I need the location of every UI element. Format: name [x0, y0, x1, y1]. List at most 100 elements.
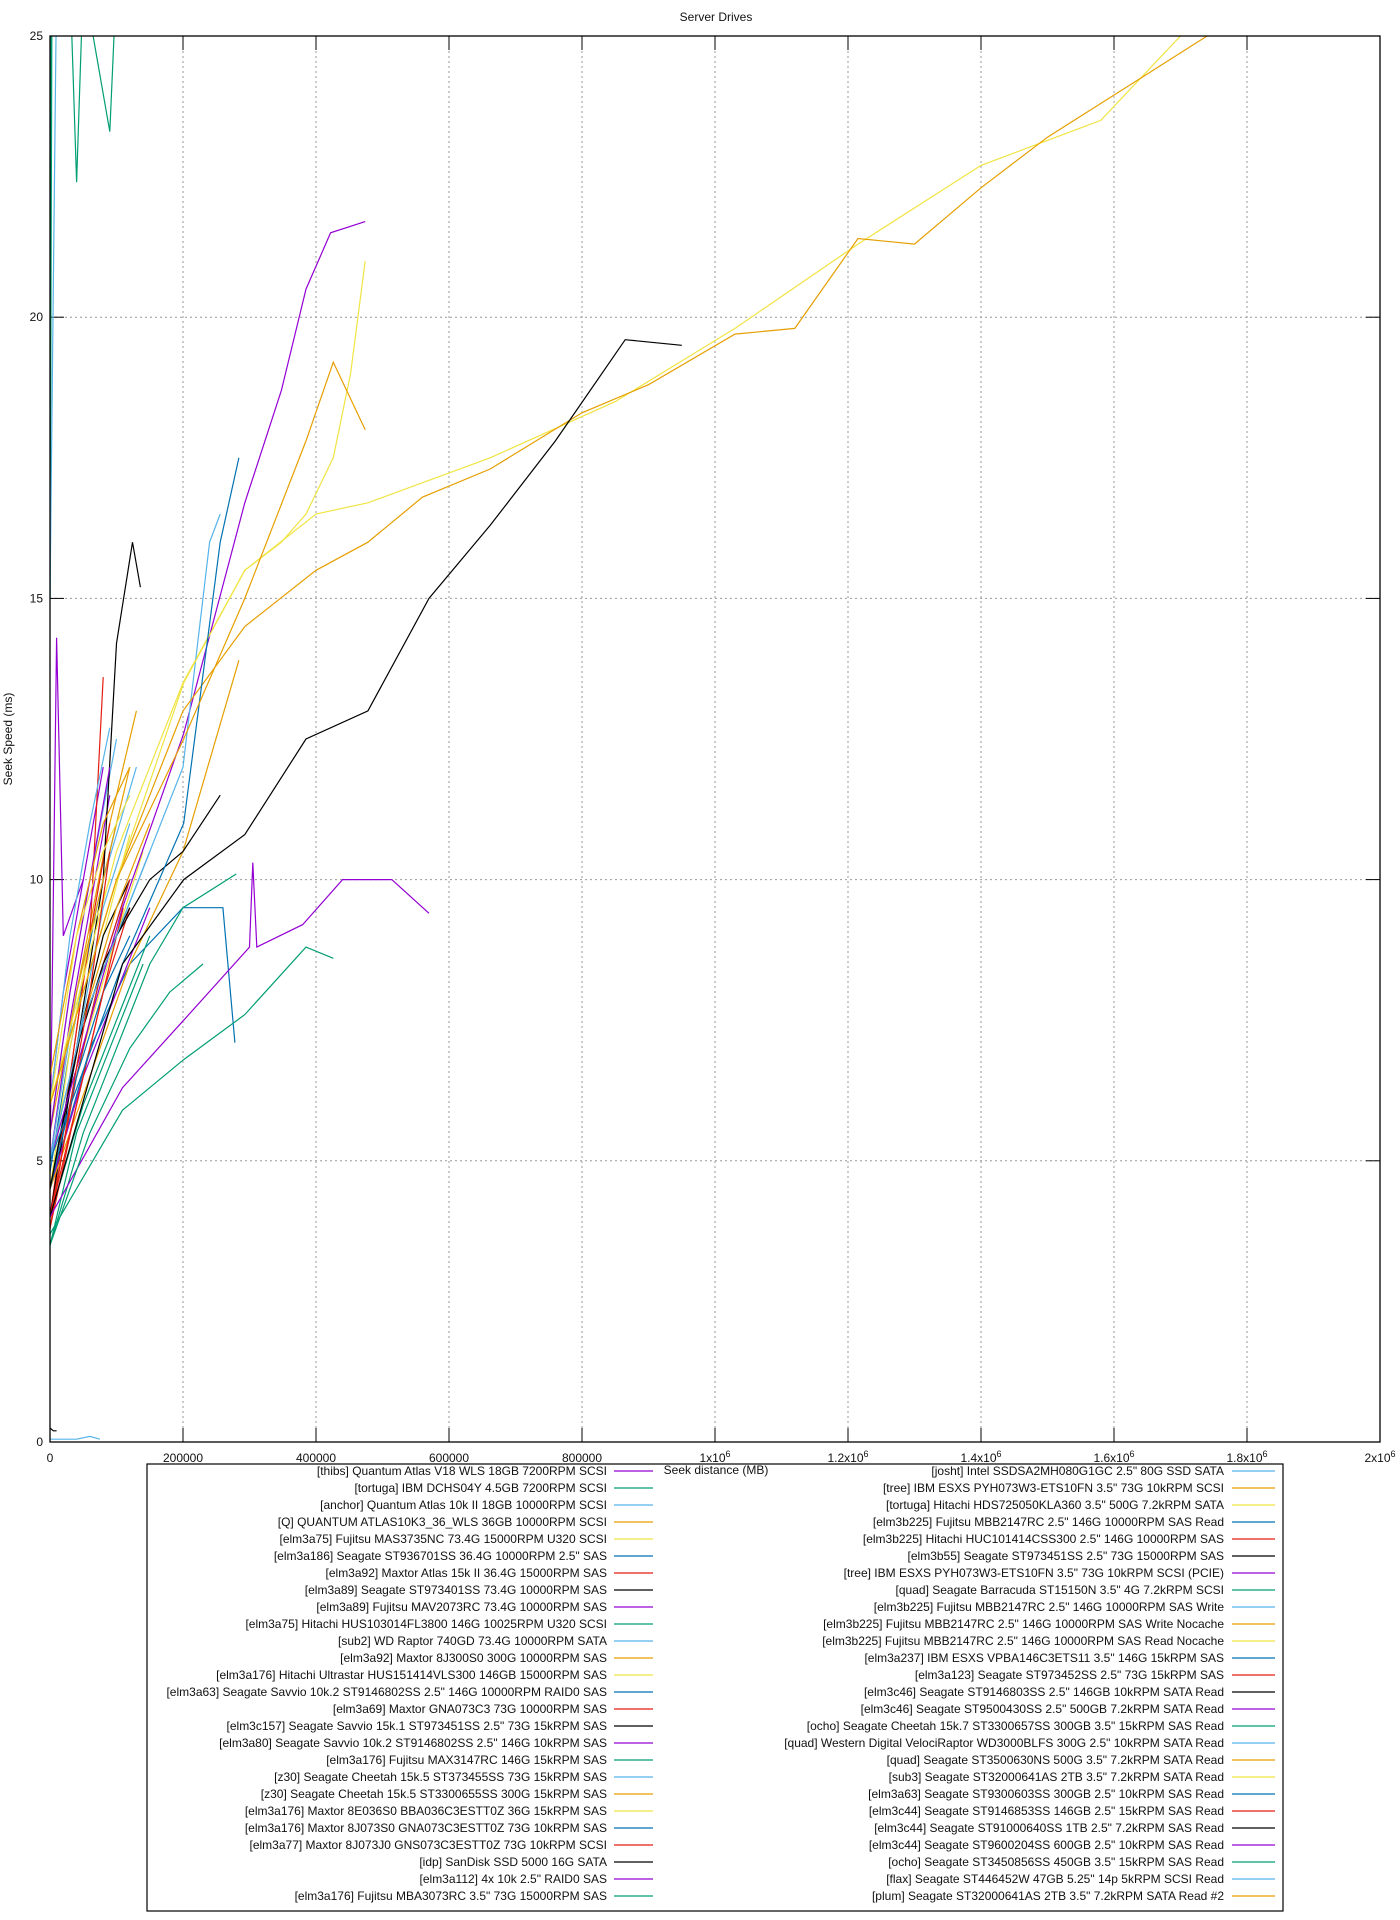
series-line: [50, 794, 131, 1105]
series-line: [50, 513, 221, 1161]
legend-entry-label: [elm3a176] Fujitsu MAX3147RC 146G 15kRPM…: [326, 1753, 607, 1767]
legend-entry-label: [tree] IBM ESXS PYH073W3-ETS10FN 3.5" 73…: [883, 1481, 1224, 1495]
legend-entry-label: [elm3b225] Fujitsu MBB2147RC 2.5" 146G 1…: [873, 1515, 1224, 1529]
legend-entry-label: [elm3c44] Seagate ST9146853SS 146GB 2.5"…: [869, 1804, 1224, 1818]
legend-entry-label: [josht] Intel SSDSA2MH080G1GC 2.5" 80G S…: [931, 1464, 1224, 1478]
legend-entry-label: [elm3c46] Seagate ST9146803SS 2.5" 146GB…: [864, 1685, 1224, 1699]
series-line: [50, 36, 57, 599]
x-tick-label: 600000: [429, 1451, 469, 1465]
legend-entry-label: [elm3a92] Maxtor Atlas 15k II 36.4G 1500…: [326, 1566, 607, 1580]
y-tick-label: 20: [30, 310, 44, 324]
legend-entry-label: [anchor] Quantum Atlas 10k II 18GB 10000…: [320, 1498, 607, 1512]
legend-entry-label: [idp] SanDisk SSD 5000 16G SATA: [419, 1855, 607, 1869]
series-line: [50, 221, 366, 1161]
legend: [thibs] Quantum Atlas V18 WLS 18GB 7200R…: [166, 1464, 1275, 1903]
chart-title: Server Drives: [680, 10, 753, 24]
y-tick-label: 0: [36, 1435, 43, 1449]
legend-entry-label: [elm3a69] Maxtor GNA073C3 73G 10000RPM S…: [333, 1702, 607, 1716]
series-line: [50, 963, 204, 1246]
legend-entry-label: [elm3b225] Fujitsu MBB2147RC 2.5" 146G 1…: [822, 1634, 1224, 1648]
legend-entry-label: [thibs] Quantum Atlas V18 WLS 18GB 7200R…: [317, 1464, 607, 1478]
legend-entry-label: [elm3b55] Seagate ST973451SS 2.5" 73G 15…: [908, 1549, 1224, 1563]
series-line: [50, 935, 131, 1190]
x-tick-label: 1.6x106: [1093, 1449, 1134, 1465]
series-line: [50, 851, 111, 1229]
legend-entry-label: [elm3c44] Seagate ST9600204SS 600GB 2.5"…: [869, 1838, 1224, 1852]
series-line: [50, 36, 115, 599]
legend-entry-label: [elm3c157] Seagate Savvio 15k.1 ST973451…: [227, 1719, 607, 1733]
legend-entry-label: [sub3] Seagate ST32000641AS 2TB 3.5" 7.2…: [889, 1770, 1224, 1784]
series-line: [50, 946, 334, 1235]
x-axis-label: Seek distance (MB): [664, 1463, 769, 1477]
y-axis-label: Seek Speed (ms): [1, 693, 15, 786]
x-tick-label: 200000: [163, 1451, 203, 1465]
series-line: [50, 457, 240, 1162]
y-tick-label: 10: [30, 873, 44, 887]
legend-entry-label: [elm3a75] Fujitsu MAS3735NC 73.4G 15000R…: [280, 1532, 608, 1546]
legend-entry-label: [elm3a176] Maxtor 8E036S0 BBA036C3ESTT0Z…: [245, 1804, 607, 1818]
legend-entry-label: [elm3a237] IBM ESXS VPBA146C3ETS11 3.5" …: [864, 1651, 1224, 1665]
legend-entry-label: [sub2] WD Raptor 740GD 73.4G 10000RPM SA…: [338, 1634, 607, 1648]
y-tick-label: 15: [30, 591, 44, 605]
legend-entry-label: [ocho] Seagate Cheetah 15k.7 ST3300657SS…: [807, 1719, 1224, 1733]
series-line: [50, 36, 1181, 1105]
legend-entry-label: [elm3a89] Seagate ST973401SS 73.4G 10000…: [305, 1583, 607, 1597]
x-tick-label: 1x106: [699, 1449, 730, 1465]
x-tick-label: 400000: [296, 1451, 336, 1465]
legend-entry-label: [elm3a63] Seagate Savvio 10k.2 ST9146802…: [166, 1685, 607, 1699]
legend-box: [146, 1463, 1284, 1912]
series-line: [50, 660, 240, 1190]
series-line: [50, 862, 430, 1218]
series-line: [50, 766, 111, 1133]
x-tick-label: 800000: [562, 1451, 602, 1465]
legend-entry-label: [plum] Seagate ST32000641AS 2TB 3.5" 7.2…: [872, 1889, 1224, 1903]
series-line: [50, 963, 144, 1246]
y-tick-label: 25: [30, 29, 44, 43]
y-tick-label: 5: [36, 1154, 43, 1168]
legend-entry-label: [quad] Seagate ST3500630NS 500G 3.5" 7.2…: [887, 1753, 1224, 1767]
series-line: [50, 1435, 101, 1440]
legend-entry-label: [flax] Seagate ST446452W 47GB 5.25" 14p …: [886, 1872, 1224, 1886]
series-line: [50, 360, 366, 1105]
legend-entry-label: [elm3a77] Maxtor 8J073J0 GNS073C3ESTT0Z …: [250, 1838, 608, 1852]
legend-entry-label: [elm3a80] Seagate Savvio 10k.2 ST9146802…: [219, 1736, 607, 1750]
legend-entry-label: [tortuga] IBM DCHS04Y 4.5GB 7200RPM SCSI: [354, 1481, 607, 1495]
legend-entry-label: [elm3a123] Seagate ST973452SS 2.5" 73G 1…: [915, 1668, 1224, 1682]
axis-ticks: 0 200000 400000 600000 800000 1x106 1.2x106 1.4…: [30, 29, 1396, 1465]
legend-entry-label: [quad] Western Digital VelociRaptor WD30…: [784, 1736, 1224, 1750]
legend-entry-label: [elm3a176] Fujitsu MBA3073RC 3.5" 73G 15…: [295, 1889, 607, 1903]
legend-entry-label: [elm3a112] 4x 10k 2.5" RAID0 SAS: [420, 1872, 607, 1886]
legend-entry-label: [elm3b225] Fujitsu MBB2147RC 2.5" 146G 1…: [823, 1617, 1224, 1631]
legend-entry-label: [elm3a92] Maxtor 8J300S0 300G 10000RPM S…: [340, 1651, 607, 1665]
series-line: [50, 36, 53, 599]
legend-entry-label: [tree] IBM ESXS PYH073W3-ETS10FN 3.5" 73…: [844, 1566, 1224, 1580]
legend-entry-label: [elm3a75] Hitachi HUS103014FL3800 146G 1…: [245, 1617, 607, 1631]
series-line: [50, 727, 111, 1105]
plot-frame: [49, 35, 1381, 1443]
series-line: [50, 339, 682, 1218]
legend-entry-label: [elm3b225] Hitachi HUC101414CSS300 2.5" …: [863, 1532, 1224, 1546]
legend-entry-label: [Q] QUANTUM ATLAS10K3_36_WLS 36GB 10000R…: [278, 1515, 607, 1529]
series-line: [50, 36, 1208, 1105]
series-line: [50, 766, 131, 1077]
x-tick-label: 1.8x106: [1226, 1449, 1267, 1465]
legend-entry-label: [elm3c46] Seagate ST9500430SS 2.5" 500GB…: [861, 1702, 1224, 1716]
x-tick-label: 2x106: [1364, 1449, 1395, 1465]
series-line: [50, 873, 237, 1246]
legend-entry-label: [elm3a89] Fujitsu MAV2073RC 73.4G 10000R…: [316, 1600, 607, 1614]
x-tick-label: 1.4x106: [960, 1449, 1001, 1465]
series-line: [50, 637, 84, 1161]
legend-entry-label: [elm3a176] Hitachi Ultrastar HUS151414VL…: [216, 1668, 607, 1682]
series-line: [50, 260, 366, 1105]
grid: [50, 36, 1380, 1442]
x-tick-label: 1.2x106: [827, 1449, 868, 1465]
legend-entry-label: [elm3a176] Maxtor 8J073S0 GNA073C3ESTT0Z…: [245, 1821, 607, 1835]
legend-entry-label: [elm3c44] Seagate ST91000640SS 1TB 2.5" …: [874, 1821, 1224, 1835]
legend-entry-label: [z30] Seagate Cheetah 15k.5 ST3300655SS …: [261, 1787, 607, 1801]
legend-entry-label: [elm3b225] Fujitsu MBB2147RC 2.5" 146G 1…: [874, 1600, 1225, 1614]
legend-entry-label: [ocho] Seagate ST3450856SS 450GB 3.5" 15…: [888, 1855, 1224, 1869]
x-tick-label: 0: [47, 1451, 54, 1465]
series-line: [50, 795, 111, 1161]
legend-entry-label: [tortuga] Hitachi HDS725050KLA360 3.5" 5…: [886, 1498, 1224, 1512]
